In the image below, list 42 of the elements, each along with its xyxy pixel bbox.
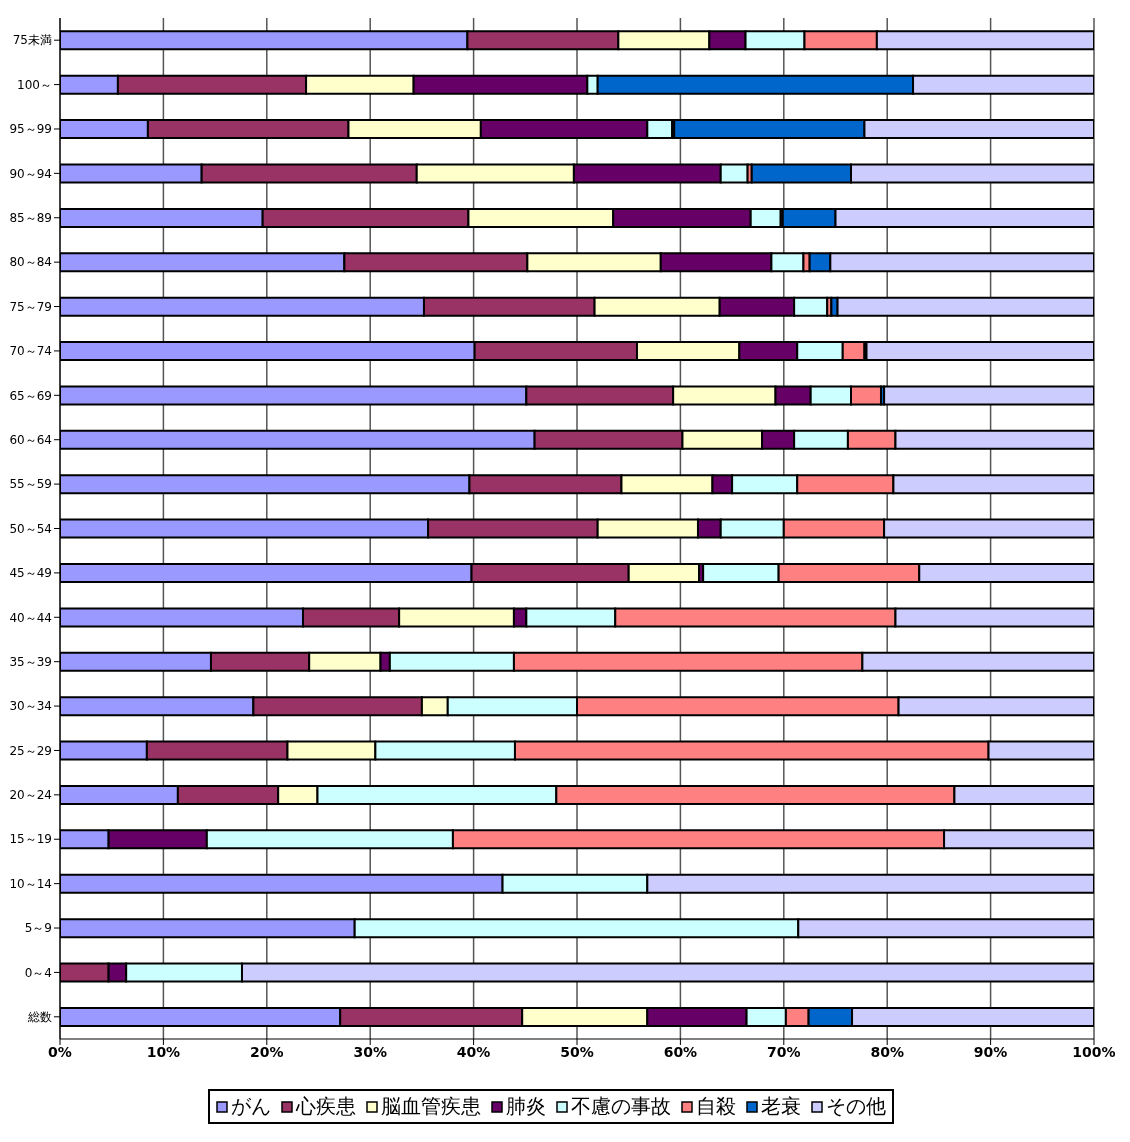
- legend-label: 老衰: [761, 1093, 801, 1120]
- x-tick-label: 10%: [146, 1043, 181, 1060]
- x-tick-label: 90%: [973, 1043, 1008, 1060]
- y-tick-label: 100～: [17, 77, 52, 92]
- y-tick-label: 35～39: [9, 654, 52, 669]
- y-tick-label: 70～74: [9, 344, 52, 359]
- y-tick-label: 40～44: [9, 610, 52, 625]
- legend-label: 脳血管疾患: [381, 1093, 481, 1120]
- y-tick-label: 総数: [27, 1010, 52, 1025]
- legend-label: 自殺: [696, 1093, 736, 1120]
- x-tick-label: 0%: [48, 1043, 72, 1060]
- x-tick-label: 100%: [1072, 1043, 1116, 1060]
- y-tick-label: 15～19: [9, 832, 52, 847]
- x-tick-label: 20%: [250, 1043, 284, 1060]
- y-tick-label: 65～69: [9, 388, 52, 403]
- x-tick-label: 50%: [560, 1043, 594, 1060]
- x-tick-label: 80%: [870, 1043, 904, 1060]
- x-tick-label: 40%: [456, 1043, 491, 1060]
- y-tick-label: 90～94: [9, 166, 52, 181]
- y-tick-label: 0～4: [24, 965, 52, 980]
- y-tick-label: 50～54: [9, 521, 52, 536]
- y-tick-label: 5～9: [24, 921, 52, 936]
- legend-label: その他: [826, 1093, 886, 1120]
- y-tick-label: 85～89: [9, 211, 52, 226]
- y-tick-label: 20～24: [9, 788, 52, 803]
- y-tick-label: 60～64: [9, 432, 52, 447]
- x-tick-label: 70%: [767, 1043, 801, 1060]
- legend-label: がん: [231, 1093, 271, 1120]
- y-tick-label: 95～99: [9, 122, 52, 137]
- y-tick-label: 25～29: [9, 743, 52, 758]
- x-tick-label: 60%: [663, 1043, 698, 1060]
- y-tick-label: 80～84: [9, 255, 52, 270]
- legend-label: 心疾患: [296, 1093, 356, 1120]
- y-tick-label: 75未満: [12, 33, 52, 48]
- y-tick-label: 30～34: [9, 699, 52, 714]
- legend-label: 不慮の事故: [571, 1093, 671, 1120]
- y-tick-label: 55～59: [9, 477, 52, 492]
- y-tick-label: 10～14: [9, 876, 52, 891]
- x-tick-label: 30%: [353, 1043, 387, 1060]
- y-tick-label: 45～49: [9, 566, 52, 581]
- y-tick-label: 75～79: [9, 299, 52, 314]
- legend-label: 肺炎: [506, 1093, 546, 1120]
